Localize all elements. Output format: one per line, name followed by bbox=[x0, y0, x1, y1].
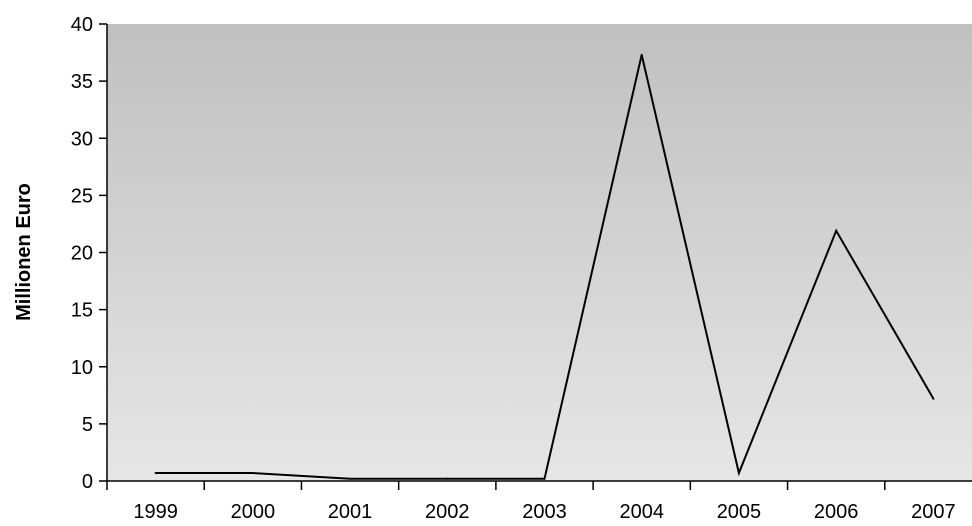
x-tick-label: 2000 bbox=[231, 501, 276, 523]
data-point bbox=[446, 477, 449, 480]
y-tick-label: 20 bbox=[71, 243, 93, 265]
y-tick-label: 40 bbox=[71, 14, 93, 36]
x-tick-label: 2002 bbox=[425, 501, 470, 523]
y-tick-label: 5 bbox=[82, 414, 93, 436]
y-tick-label: 0 bbox=[82, 471, 93, 493]
y-tick-label: 10 bbox=[71, 357, 93, 379]
data-point bbox=[154, 472, 157, 475]
data-point bbox=[543, 477, 546, 480]
x-tick-label: 2006 bbox=[814, 501, 859, 523]
x-axis: 1999 2000 2001 2002 2003 2004 2005 2006 2007 bbox=[106, 480, 972, 523]
x-tick-label: 2004 bbox=[619, 501, 664, 523]
x-tick-label: 1999 bbox=[133, 501, 178, 523]
y-tick-label: 15 bbox=[71, 300, 93, 322]
data-point bbox=[251, 472, 254, 475]
y-tick-label: 25 bbox=[71, 185, 93, 207]
data-point bbox=[640, 53, 643, 56]
y-axis: 0 5 10 15 20 25 30 35 40 bbox=[71, 14, 108, 493]
series-group bbox=[154, 53, 935, 480]
y-tick-label: 35 bbox=[71, 71, 93, 93]
data-point bbox=[932, 397, 935, 400]
x-tick-label: 2007 bbox=[911, 501, 956, 523]
x-tick-label: 2001 bbox=[328, 501, 373, 523]
data-point bbox=[835, 229, 838, 232]
plot-area bbox=[107, 24, 972, 481]
data-point bbox=[349, 477, 352, 480]
data-point bbox=[737, 472, 740, 475]
y-tick-label: 30 bbox=[71, 128, 93, 150]
x-tick-label: 2005 bbox=[717, 501, 762, 523]
x-tick-label: 2003 bbox=[522, 501, 567, 523]
y-axis-title: Millionen Euro bbox=[13, 183, 35, 321]
